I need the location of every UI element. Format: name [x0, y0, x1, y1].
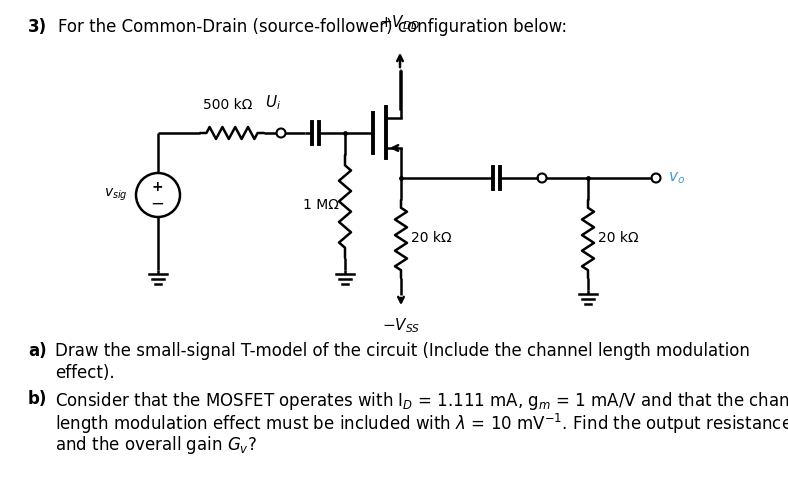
Text: 3): 3) — [28, 18, 47, 36]
Text: 20 kΩ: 20 kΩ — [411, 231, 452, 245]
Text: $- V_{SS}$: $- V_{SS}$ — [382, 316, 420, 335]
Text: −: − — [150, 195, 164, 213]
Text: b): b) — [28, 390, 47, 408]
Text: $v_{sig}$: $v_{sig}$ — [104, 187, 128, 203]
Text: 1 MΩ: 1 MΩ — [303, 198, 339, 212]
Text: effect).: effect). — [55, 364, 114, 382]
Text: length modulation effect must be included with $\lambda$ = 10 mV$^{-1}$. Find th: length modulation effect must be include… — [55, 412, 788, 436]
Text: Draw the small-signal T-model of the circuit (Include the channel length modulat: Draw the small-signal T-model of the cir… — [55, 342, 750, 360]
Text: For the Common-Drain (source-follower) configuration below:: For the Common-Drain (source-follower) c… — [58, 18, 567, 36]
Text: Consider that the MOSFET operates with I$_D$ = 1.111 mA, g$_m$ = 1 mA/V and that: Consider that the MOSFET operates with I… — [55, 390, 788, 412]
Text: $+ V_{DD}$: $+ V_{DD}$ — [380, 13, 421, 32]
Text: a): a) — [28, 342, 46, 360]
Text: $U_i$: $U_i$ — [265, 94, 281, 112]
Text: and the overall gain $G_v$?: and the overall gain $G_v$? — [55, 434, 257, 456]
Text: $v_o$: $v_o$ — [668, 170, 685, 186]
Text: +: + — [151, 180, 163, 194]
Text: 20 kΩ: 20 kΩ — [598, 231, 638, 245]
Text: 500 kΩ: 500 kΩ — [203, 98, 253, 112]
